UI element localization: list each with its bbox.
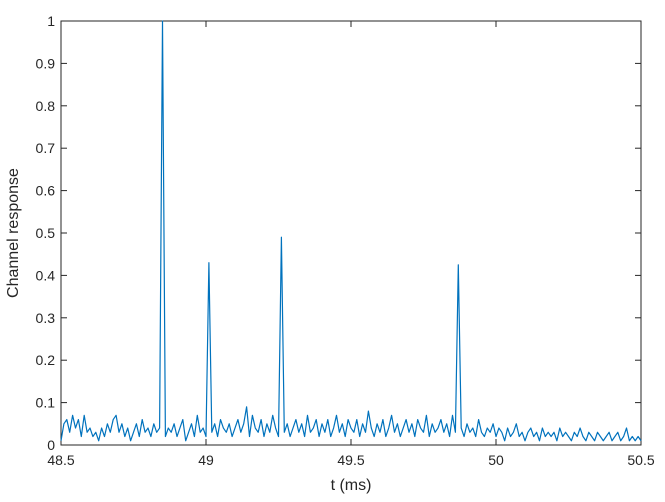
y-tick-label: 0.5 xyxy=(36,225,56,241)
y-tick-label: 0.6 xyxy=(36,183,56,199)
x-tick-label: 49 xyxy=(198,452,214,468)
x-tick-label: 50.5 xyxy=(627,452,654,468)
y-tick-label: 0.2 xyxy=(36,352,56,368)
x-tick-label: 48.5 xyxy=(47,452,74,468)
line-series xyxy=(60,20,642,442)
x-tick-label: 49.5 xyxy=(337,452,364,468)
y-tick-label: 0.7 xyxy=(36,140,56,156)
x-axis-label: t (ms) xyxy=(331,477,372,494)
y-tick-label: 1 xyxy=(47,13,55,29)
x-tick-label: 50 xyxy=(488,452,504,468)
y-tick-label: 0.8 xyxy=(36,98,56,114)
y-tick-label: 0.4 xyxy=(36,267,56,283)
y-tick-label: 0.9 xyxy=(36,55,56,71)
y-tick-label: 0.3 xyxy=(36,310,56,326)
y-tick-label: 0 xyxy=(47,437,55,453)
y-axis-label: Channel response xyxy=(5,168,22,298)
y-tick-label: 0.1 xyxy=(36,395,56,411)
